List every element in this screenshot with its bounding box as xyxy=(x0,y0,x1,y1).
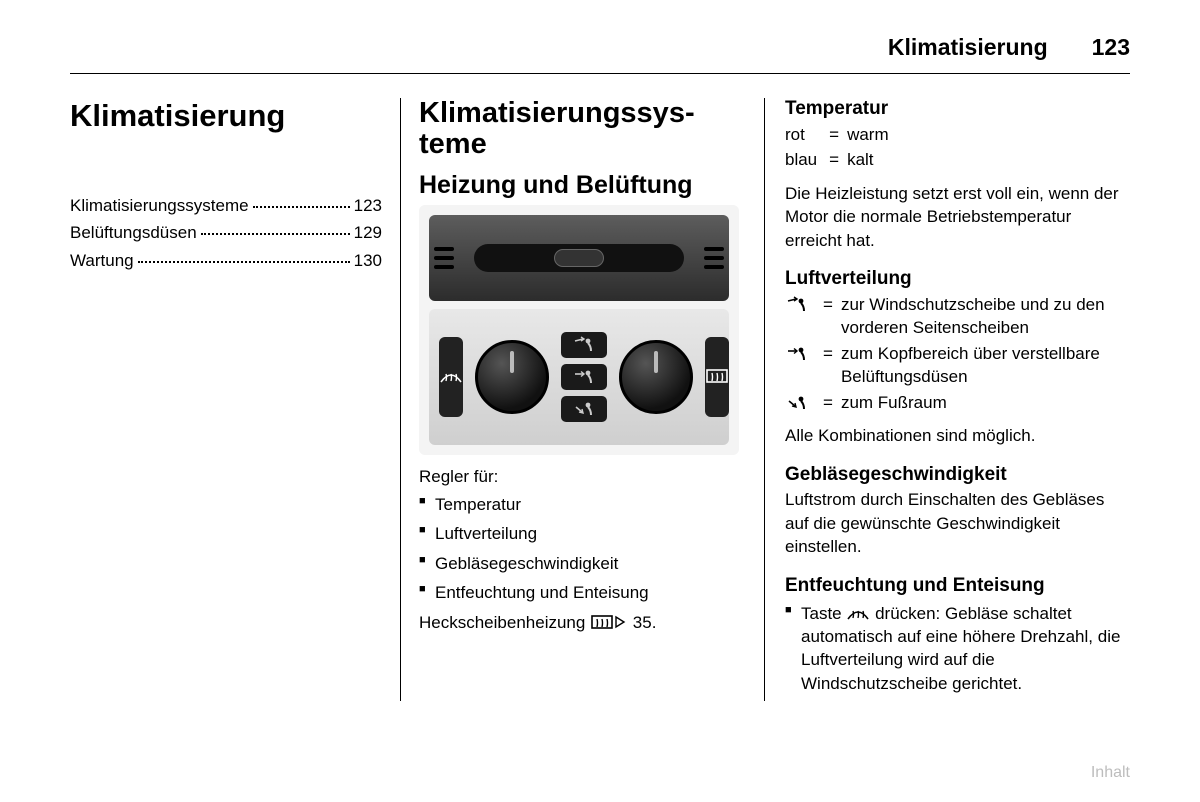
equals-sign: = xyxy=(815,342,841,391)
temperature-heading: Temperatur xyxy=(785,98,1130,121)
list-item: Entfeuchtung und Enteisung xyxy=(419,581,746,604)
distribution-table: = zur Windschutzscheibe und zu den vorde… xyxy=(785,293,1130,416)
temp-key: blau xyxy=(785,148,821,173)
header-page-number: 123 xyxy=(1092,34,1130,61)
temp-key: rot xyxy=(785,123,821,148)
defrost-rear-icon xyxy=(590,614,614,630)
air-defrost-icon xyxy=(785,293,815,342)
equals-sign: = xyxy=(815,293,841,342)
defrost-list: Taste drücken: Gebläse schal­tet automat… xyxy=(785,602,1130,696)
air-face-pill xyxy=(561,364,607,390)
fan-speed-dial xyxy=(619,340,693,414)
fan-text: Luftstrom durch Einschalten des Ge­bläse… xyxy=(785,488,1130,558)
defrost-front-button xyxy=(439,337,463,417)
toc-page: 123 xyxy=(354,194,382,217)
distribution-note: Alle Kombinationen sind möglich. xyxy=(785,424,1130,447)
column-toc: Klimatisierung Klimatisierungssysteme 12… xyxy=(70,98,400,701)
rear-heating-line: Heckscheibenheizung 35. xyxy=(419,611,746,634)
temp-val: kalt xyxy=(847,148,893,173)
toc-page: 129 xyxy=(354,221,382,244)
list-item: Taste drücken: Gebläse schal­tet automat… xyxy=(785,602,1130,696)
defrost-heading: Entfeuchtung und Enteisung xyxy=(785,575,1130,598)
rear-heating-text: Heckscheibenheizung xyxy=(419,613,590,632)
footer-label: Inhalt xyxy=(1091,764,1130,782)
toc-leader xyxy=(201,233,350,235)
page-header: Klimatisierung 123 xyxy=(70,34,1130,74)
air-defrost-pill xyxy=(561,332,607,358)
defrost-rear-icon xyxy=(705,368,729,384)
list-item: Gebläsegeschwindigkeit xyxy=(419,552,746,575)
air-distribution-stack xyxy=(561,332,607,422)
dist-val: zum Kopfbereich über verstell­bare Belüf… xyxy=(841,342,1130,391)
temp-val: warm xyxy=(847,123,893,148)
toc-label: Belüftungsdüsen xyxy=(70,221,197,244)
dist-val: zum Fußraum xyxy=(841,391,1130,416)
climate-panel-figure xyxy=(419,205,739,455)
toc-page: 130 xyxy=(354,249,382,272)
subsection-title: Heizung und Belüftung xyxy=(419,171,746,200)
panel-led-strip xyxy=(704,247,724,269)
cross-reference-icon xyxy=(614,614,628,630)
chapter-title: Klimatisierung xyxy=(70,98,382,134)
defrost-rear-button xyxy=(705,337,729,417)
panel-upper xyxy=(429,215,729,301)
air-foot-pill xyxy=(561,396,607,422)
air-defrost-icon xyxy=(572,336,596,352)
rear-heating-ref: 35. xyxy=(628,613,656,632)
panel-led-strip xyxy=(434,247,454,269)
temperature-note: Die Heizleistung setzt erst voll ein, we… xyxy=(785,182,1130,252)
header-title: Klimatisierung xyxy=(888,34,1048,61)
defrost-front-icon xyxy=(846,605,870,621)
list-item: Temperatur xyxy=(419,493,746,516)
toc-leader xyxy=(253,206,350,208)
equals-sign: = xyxy=(815,391,841,416)
defrost-front-icon xyxy=(439,368,463,384)
dist-val: zur Windschutzscheibe und zu den vordere… xyxy=(841,293,1130,342)
distribution-heading: Luftverteilung xyxy=(785,268,1130,291)
equals-sign: = xyxy=(821,123,847,148)
air-face-icon xyxy=(785,342,815,391)
air-face-icon xyxy=(572,368,596,384)
fan-heading: Gebläsegeschwindigkeit xyxy=(785,464,1130,487)
defrost-bullet-before: Taste xyxy=(801,604,846,623)
toc-label: Wartung xyxy=(70,249,134,272)
toc-row: Klimatisierungssysteme 123 xyxy=(70,194,382,217)
air-foot-icon xyxy=(785,391,815,416)
controls-list: Temperatur Luftverteilung Gebläsegeschwi… xyxy=(419,493,746,605)
toc-leader xyxy=(138,261,350,263)
air-foot-icon xyxy=(572,400,596,416)
controls-intro: Regler für: xyxy=(419,465,746,488)
column-main: Klimatisierungssys­teme Heizung und Belü… xyxy=(400,98,765,701)
equals-sign: = xyxy=(821,148,847,173)
panel-lower xyxy=(429,309,729,445)
toc-row: Belüftungsdüsen 129 xyxy=(70,221,382,244)
toc-row: Wartung 130 xyxy=(70,249,382,272)
list-item: Luftverteilung xyxy=(419,522,746,545)
column-details: Temperatur rot = warm blau = kalt Die He… xyxy=(765,98,1130,701)
panel-cd-slot xyxy=(474,244,684,272)
temperature-dial xyxy=(475,340,549,414)
temperature-table: rot = warm blau = kalt xyxy=(785,123,893,174)
toc-label: Klimatisierungssysteme xyxy=(70,194,249,217)
section-title: Klimatisierungssys­teme xyxy=(419,98,746,161)
